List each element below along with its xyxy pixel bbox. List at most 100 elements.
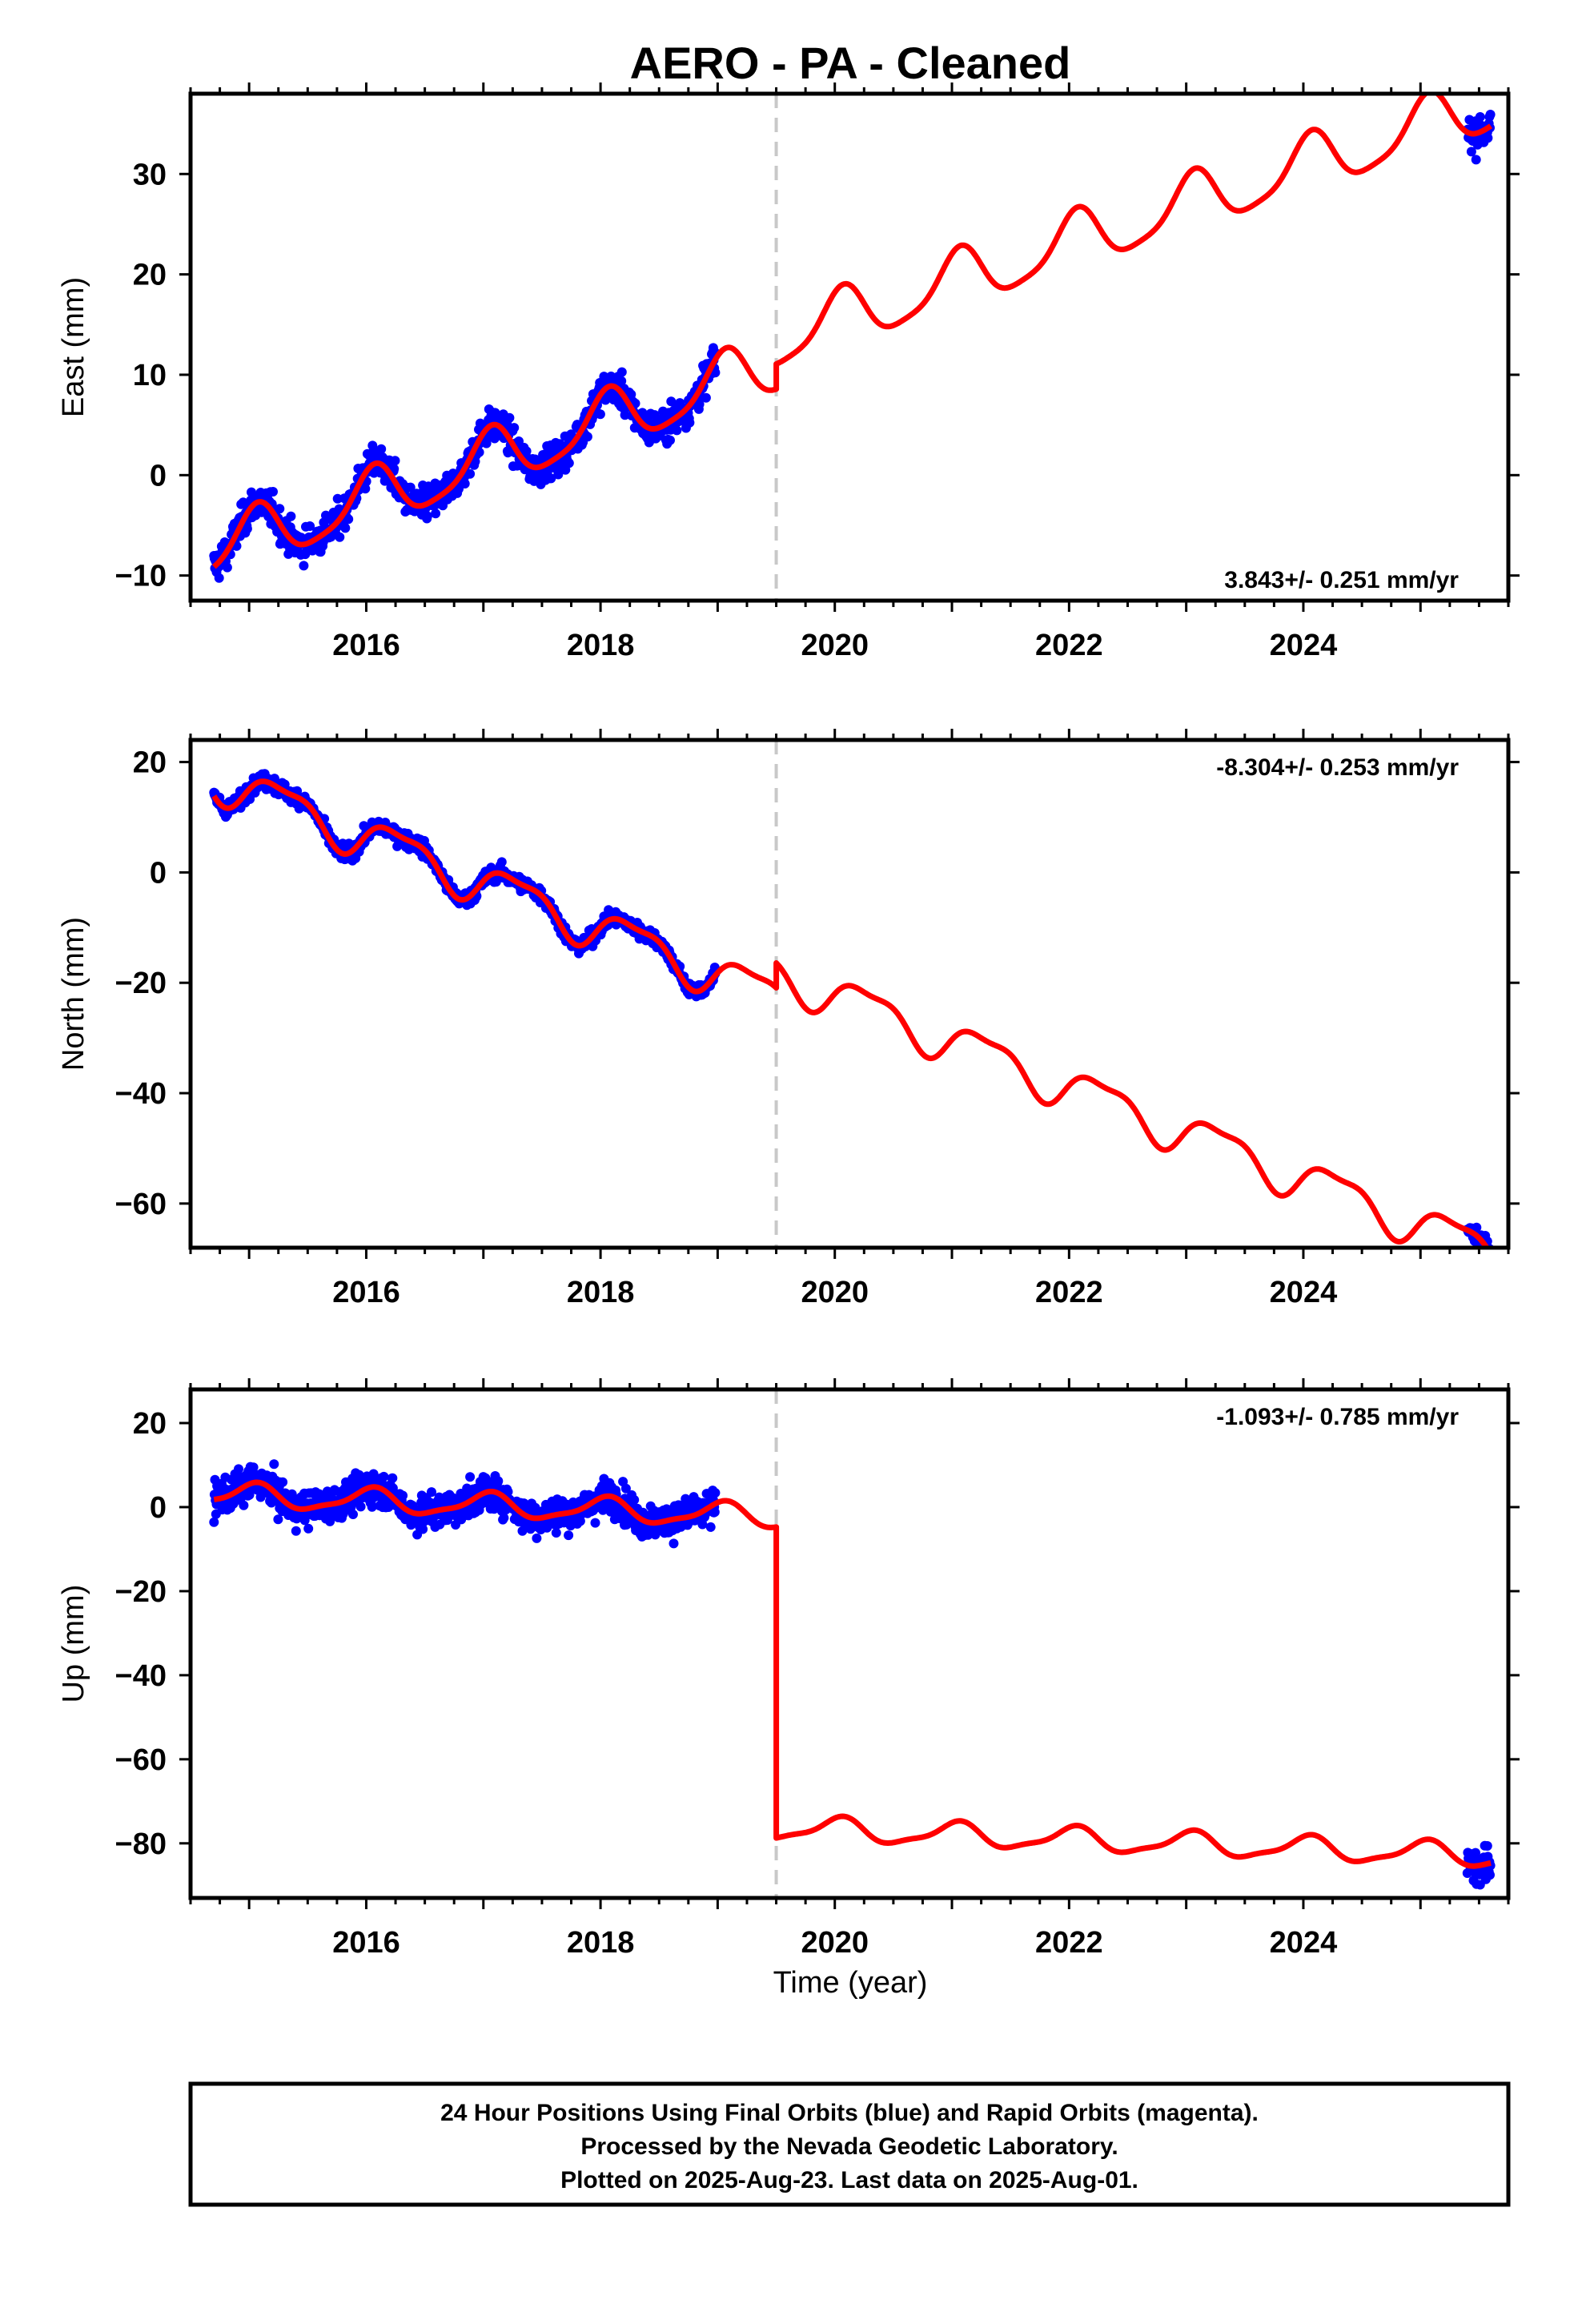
data-point bbox=[286, 511, 296, 521]
x-axis-label: Time (year) bbox=[773, 1966, 928, 2000]
y-axis-label: East (mm) bbox=[57, 277, 90, 417]
x-tick-label: 2020 bbox=[801, 1926, 869, 1960]
data-point bbox=[268, 487, 278, 497]
data-point bbox=[710, 1488, 721, 1498]
data-point bbox=[1471, 155, 1481, 165]
data-point bbox=[709, 1507, 720, 1518]
data-point bbox=[387, 1483, 398, 1494]
data-point bbox=[496, 857, 507, 867]
data-point bbox=[305, 521, 315, 531]
x-tick-label: 2018 bbox=[567, 629, 635, 662]
data-points bbox=[209, 1459, 1496, 1890]
data-point bbox=[303, 1523, 314, 1534]
model-curve bbox=[212, 1479, 1492, 1869]
data-point bbox=[222, 562, 232, 573]
data-point bbox=[616, 367, 627, 377]
data-point bbox=[269, 1459, 279, 1470]
y-tick-label: 20 bbox=[133, 746, 167, 780]
data-point bbox=[509, 423, 520, 433]
data-point bbox=[405, 482, 416, 493]
data-point bbox=[532, 1533, 542, 1543]
data-point bbox=[343, 514, 354, 525]
data-point bbox=[1483, 1252, 1492, 1262]
y-tick-label: 20 bbox=[133, 1407, 167, 1441]
y-tick-label: 0 bbox=[150, 856, 167, 890]
data-point bbox=[465, 1472, 476, 1482]
plot-frame bbox=[188, 738, 1511, 1250]
data-point bbox=[503, 1486, 513, 1497]
data-point bbox=[367, 1502, 377, 1512]
data-point bbox=[273, 1514, 283, 1525]
data-point bbox=[278, 1477, 288, 1487]
data-point bbox=[348, 1510, 358, 1519]
data-point bbox=[335, 532, 345, 542]
data-point bbox=[1466, 147, 1476, 157]
data-point bbox=[431, 509, 441, 519]
data-point bbox=[694, 399, 705, 409]
data-point bbox=[387, 1473, 398, 1483]
data-point bbox=[595, 409, 605, 420]
data-point bbox=[248, 1462, 259, 1473]
data-point bbox=[1485, 1870, 1495, 1880]
x-tick-label: 2016 bbox=[332, 629, 400, 662]
y-tick-label: 30 bbox=[133, 158, 167, 191]
y-tick-label: 0 bbox=[150, 459, 167, 493]
data-point bbox=[705, 1522, 716, 1532]
data-point bbox=[697, 1519, 708, 1530]
data-point bbox=[460, 479, 470, 489]
model-curve bbox=[211, 94, 1493, 569]
data-point bbox=[493, 1476, 504, 1486]
y-tick-label: −20 bbox=[115, 1575, 167, 1609]
chart-title: AERO - PA - Cleaned bbox=[630, 38, 1071, 88]
x-tick-label: 2022 bbox=[1035, 1276, 1103, 1309]
up-panel: 2016 2018 2020 2022 2024 −80 −60 −40 −20 0 20 Up (m… bbox=[57, 1378, 1520, 1960]
footer-line-3: Plotted on 2025-Aug-23. Last data on 202… bbox=[560, 2167, 1138, 2193]
x-tick-label: 2018 bbox=[567, 1926, 635, 1960]
rate-label: -8.304+/- 0.253 mm/yr bbox=[1216, 754, 1459, 781]
data-point bbox=[465, 468, 476, 479]
y-tick-label: 0 bbox=[150, 1491, 167, 1525]
data-point bbox=[616, 376, 627, 386]
data-point bbox=[291, 1526, 301, 1536]
data-point bbox=[376, 444, 387, 454]
x-tick-label: 2020 bbox=[801, 1276, 869, 1309]
data-point bbox=[1485, 1250, 1495, 1260]
data-point bbox=[672, 425, 682, 436]
data-point bbox=[499, 1513, 509, 1523]
data-point bbox=[427, 1487, 436, 1498]
x-tick-label: 2018 bbox=[567, 1276, 635, 1309]
x-tick-label: 2022 bbox=[1035, 629, 1103, 662]
x-tick-label: 2022 bbox=[1035, 1926, 1103, 1960]
data-point bbox=[1482, 1841, 1492, 1851]
y-tick-label: 20 bbox=[133, 259, 167, 292]
y-axis-label: Up (mm) bbox=[57, 1585, 90, 1703]
x-tick-label: 2016 bbox=[332, 1926, 400, 1960]
data-point bbox=[214, 573, 224, 583]
data-point bbox=[275, 504, 285, 514]
data-point bbox=[1484, 1249, 1494, 1259]
rate-label: -1.093+/- 0.785 mm/yr bbox=[1216, 1404, 1459, 1430]
data-point bbox=[665, 435, 675, 445]
data-point bbox=[553, 469, 564, 480]
data-point bbox=[685, 417, 695, 428]
data-point bbox=[546, 473, 556, 484]
data-point bbox=[521, 446, 532, 456]
data-point bbox=[701, 392, 711, 403]
data-point bbox=[242, 524, 252, 534]
east-panel: 2016 2018 2020 2022 2024 −10 0 10 20 30 East (mm) 3… bbox=[57, 82, 1520, 662]
y-tick-label: 10 bbox=[133, 359, 167, 392]
x-tick-label: 2024 bbox=[1270, 1926, 1338, 1960]
data-point bbox=[418, 1524, 428, 1534]
data-point bbox=[564, 458, 574, 468]
data-point bbox=[269, 774, 279, 784]
data-point bbox=[299, 561, 309, 571]
data-point bbox=[669, 1538, 679, 1549]
footer-box: 24 Hour Positions Using Final Orbits (bl… bbox=[188, 2081, 1511, 2207]
data-point bbox=[390, 456, 400, 466]
x-tick-label: 2016 bbox=[332, 1276, 400, 1309]
y-tick-label: −10 bbox=[115, 560, 167, 593]
data-point bbox=[481, 438, 492, 448]
data-point bbox=[398, 1490, 408, 1501]
y-axis-label: North (mm) bbox=[57, 917, 90, 1071]
